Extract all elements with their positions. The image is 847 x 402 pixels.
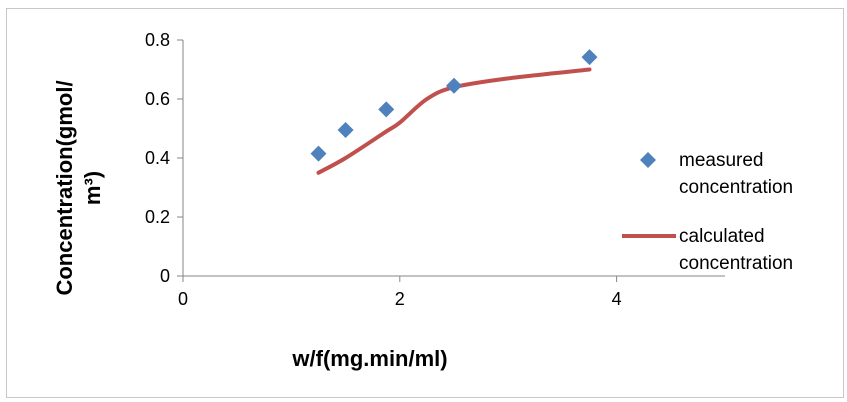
legend-label-calculated-line-1: calculated <box>679 226 765 247</box>
y-tick-label: 0.4 <box>145 148 170 168</box>
chart-area <box>6 8 844 398</box>
measured-point <box>378 101 395 118</box>
measured-point <box>337 121 354 138</box>
series-calculated <box>316 67 592 175</box>
calculated-concentration-line <box>316 67 592 175</box>
y-axis-title-line-1: Concentration(gmol/ <box>52 80 77 295</box>
legend-marker-measured <box>640 152 656 168</box>
x-tick-label: 2 <box>395 289 405 309</box>
y-tick-label: 0 <box>160 266 170 286</box>
legend-label-calculated-line-2: concentration <box>679 253 793 274</box>
series-measured <box>310 49 598 162</box>
y-ticks: 0 0.2 0.4 0.6 0.8 <box>145 30 183 286</box>
measured-point <box>446 77 462 94</box>
y-tick-label: 0.2 <box>145 207 170 227</box>
y-axis-title-line-2: m³) <box>80 171 105 205</box>
x-axis-title: w/f(mg.min/ml) <box>291 346 447 371</box>
y-tick-label: 0.8 <box>145 30 170 50</box>
x-tick-label: 0 <box>178 289 188 309</box>
measured-point <box>310 145 327 162</box>
x-tick-label: 4 <box>612 289 622 309</box>
measured-point <box>581 49 598 66</box>
legend: measured concentration calculated concen… <box>622 150 793 274</box>
legend-label-measured-line-1: measured <box>679 150 764 171</box>
y-tick-label: 0.6 <box>145 89 170 109</box>
legend-label-measured-line-2: concentration <box>679 177 793 198</box>
x-ticks: 0 2 4 <box>178 276 622 309</box>
